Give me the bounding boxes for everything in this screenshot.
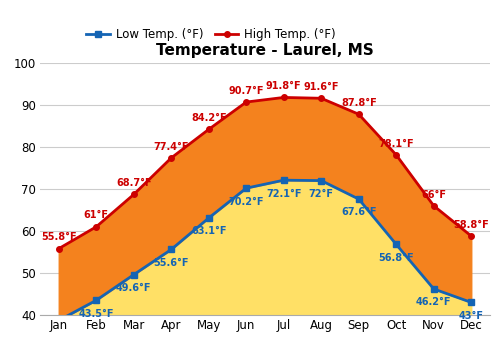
Low Temp. (°F) — [243, 186, 249, 190]
High Temp. (°F) — [468, 234, 474, 238]
Line: High Temp. (°F): High Temp. (°F) — [56, 94, 474, 251]
Text: 43.5°F: 43.5°F — [78, 309, 114, 319]
Text: 63.1°F: 63.1°F — [191, 226, 226, 236]
High Temp. (°F) — [281, 95, 287, 99]
Text: 91.8°F: 91.8°F — [266, 81, 302, 91]
High Temp. (°F) — [356, 112, 362, 116]
Low Temp. (°F) — [56, 318, 62, 323]
Low Temp. (°F) — [131, 273, 137, 277]
High Temp. (°F) — [168, 156, 174, 160]
Low Temp. (°F) — [356, 197, 362, 201]
High Temp. (°F) — [431, 204, 437, 208]
Legend: Low Temp. (°F), High Temp. (°F): Low Temp. (°F), High Temp. (°F) — [82, 23, 340, 46]
Text: 72°F: 72°F — [309, 189, 334, 199]
Text: 84.2°F: 84.2°F — [191, 113, 226, 123]
Text: 49.6°F: 49.6°F — [116, 283, 152, 293]
Text: 67.6°F: 67.6°F — [341, 208, 376, 217]
Text: 55.8°F: 55.8°F — [41, 232, 76, 242]
Low Temp. (°F) — [206, 216, 212, 220]
Low Temp. (°F) — [93, 298, 99, 302]
Text: 70.2°F: 70.2°F — [228, 197, 264, 206]
Text: 72.1°F: 72.1°F — [266, 189, 302, 198]
Text: 55.6°F: 55.6°F — [154, 258, 189, 268]
High Temp. (°F) — [93, 225, 99, 229]
Text: 78.1°F: 78.1°F — [378, 139, 414, 149]
Low Temp. (°F) — [168, 247, 174, 252]
Line: Low Temp. (°F): Low Temp. (°F) — [56, 177, 474, 323]
Low Temp. (°F) — [431, 287, 437, 291]
Text: 61°F: 61°F — [84, 210, 109, 220]
High Temp. (°F) — [131, 193, 137, 197]
Low Temp. (°F) — [281, 178, 287, 182]
Text: 66°F: 66°F — [421, 189, 446, 200]
High Temp. (°F) — [393, 153, 399, 157]
Title: Temperature - Laurel, MS: Temperature - Laurel, MS — [156, 43, 374, 58]
Text: 91.6°F: 91.6°F — [304, 82, 339, 92]
Text: 87.8°F: 87.8°F — [341, 98, 376, 108]
Text: 38.7°F: 38.7°F — [0, 349, 1, 350]
Text: 43°F: 43°F — [459, 311, 484, 321]
Text: 68.7°F: 68.7°F — [116, 178, 152, 188]
Low Temp. (°F) — [393, 242, 399, 246]
High Temp. (°F) — [56, 246, 62, 251]
High Temp. (°F) — [243, 100, 249, 104]
Text: 58.8°F: 58.8°F — [454, 220, 489, 230]
Low Temp. (°F) — [318, 178, 324, 183]
Text: 77.4°F: 77.4°F — [154, 142, 189, 152]
High Temp. (°F) — [318, 96, 324, 100]
High Temp. (°F) — [206, 127, 212, 132]
Low Temp. (°F) — [468, 300, 474, 304]
Text: 46.2°F: 46.2°F — [416, 298, 452, 307]
Text: 56.8°F: 56.8°F — [378, 253, 414, 263]
Text: 90.7°F: 90.7°F — [228, 86, 264, 96]
